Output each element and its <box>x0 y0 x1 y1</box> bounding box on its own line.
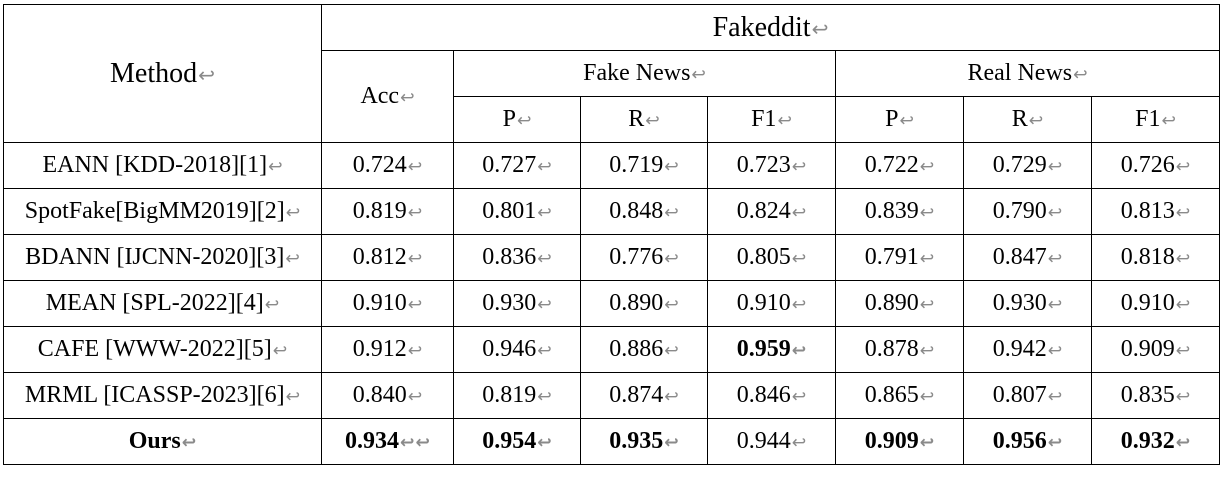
acc-cell: 0.819↩ <box>321 188 454 235</box>
acc-cell: 0.912↩ <box>321 326 454 373</box>
fake-f1-cell: 0.910↩ <box>707 280 836 327</box>
header-fake-news: Fake News↩ <box>453 50 836 97</box>
method-cell: MEAN [SPL-2022][4]↩ <box>3 280 322 327</box>
fake-r-cell: 0.886↩ <box>580 326 708 373</box>
real-r-cell: 0.942↩ <box>963 326 1092 373</box>
header-fake-f1: F1↩ <box>707 96 836 143</box>
fake-p-cell: 0.801↩ <box>453 188 581 235</box>
table-row: MRML [ICASSP-2023][6]↩ 0.840↩ 0.819↩ 0.8… <box>3 372 1221 419</box>
results-table: Method↩ Fakeddit↩ Acc↩ Fake News↩ Real N… <box>3 4 1221 465</box>
table-row-ours: Ours↩ 0.934↩↩ 0.954↩ 0.935↩ 0.944↩ 0.909… <box>3 418 1221 465</box>
fake-r-cell: 0.776↩ <box>580 234 708 281</box>
real-f1-cell: 0.813↩ <box>1090 188 1221 235</box>
fake-r-cell: 0.890↩ <box>580 280 708 327</box>
fake-f1-cell: 0.944↩ <box>707 418 836 465</box>
real-r-cell: 0.807↩ <box>963 372 1092 419</box>
method-cell: SpotFake[BigMM2019][2]↩ <box>3 188 322 235</box>
header-real-p: P↩ <box>835 96 964 143</box>
header-real-f1: F1↩ <box>1090 96 1221 143</box>
acc-cell: 0.724↩ <box>321 142 454 189</box>
method-cell: EANN [KDD-2018][1]↩ <box>3 142 322 189</box>
fake-f1-cell: 0.723↩ <box>707 142 836 189</box>
header-fake-p: P↩ <box>453 96 581 143</box>
fake-f1-cell: 0.805↩ <box>707 234 836 281</box>
fake-p-cell: 0.946↩ <box>453 326 581 373</box>
header-row-metrics: P↩ R↩ F1↩ P↩ R↩ F1↩ <box>4 96 1221 143</box>
real-f1-cell: 0.835↩ <box>1090 372 1221 419</box>
real-f1-cell: 0.932↩ <box>1090 418 1221 465</box>
real-r-cell: 0.956↩ <box>963 418 1092 465</box>
real-p-cell: 0.878↩ <box>835 326 964 373</box>
real-f1-cell: 0.909↩ <box>1090 326 1221 373</box>
header-row-groups: Acc↩ Fake News↩ Real News↩ <box>4 50 1221 143</box>
real-f1-cell: 0.910↩ <box>1090 280 1221 327</box>
acc-cell: 0.910↩ <box>321 280 454 327</box>
table-row: BDANN [IJCNN-2020][3]↩ 0.812↩ 0.836↩ 0.7… <box>3 234 1221 281</box>
acc-cell: 0.934↩↩ <box>321 418 454 465</box>
table-row: MEAN [SPL-2022][4]↩ 0.910↩ 0.930↩ 0.890↩… <box>3 280 1221 327</box>
real-r-cell: 0.847↩ <box>963 234 1092 281</box>
fake-r-cell: 0.874↩ <box>580 372 708 419</box>
fake-r-cell: 0.935↩ <box>580 418 708 465</box>
method-cell: BDANN [IJCNN-2020][3]↩ <box>3 234 322 281</box>
real-p-cell: 0.839↩ <box>835 188 964 235</box>
real-f1-cell: 0.818↩ <box>1090 234 1221 281</box>
method-cell: MRML [ICASSP-2023][6]↩ <box>3 372 322 419</box>
header-method: Method↩ <box>3 4 322 143</box>
header-row-dataset: Method↩ Fakeddit↩ <box>3 4 1221 143</box>
fake-r-cell: 0.848↩ <box>580 188 708 235</box>
method-cell: Ours↩ <box>3 418 322 465</box>
fake-p-cell: 0.954↩ <box>453 418 581 465</box>
real-r-cell: 0.790↩ <box>963 188 1092 235</box>
table-row: SpotFake[BigMM2019][2]↩ 0.819↩ 0.801↩ 0.… <box>3 188 1221 235</box>
header-dataset: Fakeddit↩ <box>320 4 1221 51</box>
fake-p-cell: 0.727↩ <box>453 142 581 189</box>
real-r-cell: 0.729↩ <box>963 142 1092 189</box>
acc-cell: 0.840↩ <box>321 372 454 419</box>
real-p-cell: 0.722↩ <box>835 142 964 189</box>
fake-f1-cell: 0.959↩ <box>707 326 836 373</box>
method-cell: CAFE [WWW-2022][5]↩ <box>3 326 322 373</box>
fake-p-cell: 0.836↩ <box>453 234 581 281</box>
fake-p-cell: 0.930↩ <box>453 280 581 327</box>
header-acc: Acc↩ <box>321 50 454 143</box>
real-r-cell: 0.930↩ <box>963 280 1092 327</box>
real-p-cell: 0.865↩ <box>835 372 964 419</box>
header-fake-r: R↩ <box>580 96 708 143</box>
real-p-cell: 0.791↩ <box>835 234 964 281</box>
table-row: EANN [KDD-2018][1]↩ 0.724↩ 0.727↩ 0.719↩… <box>3 142 1221 189</box>
real-p-cell: 0.909↩ <box>835 418 964 465</box>
fake-f1-cell: 0.846↩ <box>707 372 836 419</box>
header-real-news: Real News↩ <box>834 50 1221 97</box>
fake-f1-cell: 0.824↩ <box>707 188 836 235</box>
acc-cell: 0.812↩ <box>321 234 454 281</box>
real-p-cell: 0.890↩ <box>835 280 964 327</box>
fake-r-cell: 0.719↩ <box>580 142 708 189</box>
real-f1-cell: 0.726↩ <box>1090 142 1221 189</box>
fake-p-cell: 0.819↩ <box>453 372 581 419</box>
header-real-r: R↩ <box>963 96 1092 143</box>
table-row: CAFE [WWW-2022][5]↩ 0.912↩ 0.946↩ 0.886↩… <box>3 326 1221 373</box>
